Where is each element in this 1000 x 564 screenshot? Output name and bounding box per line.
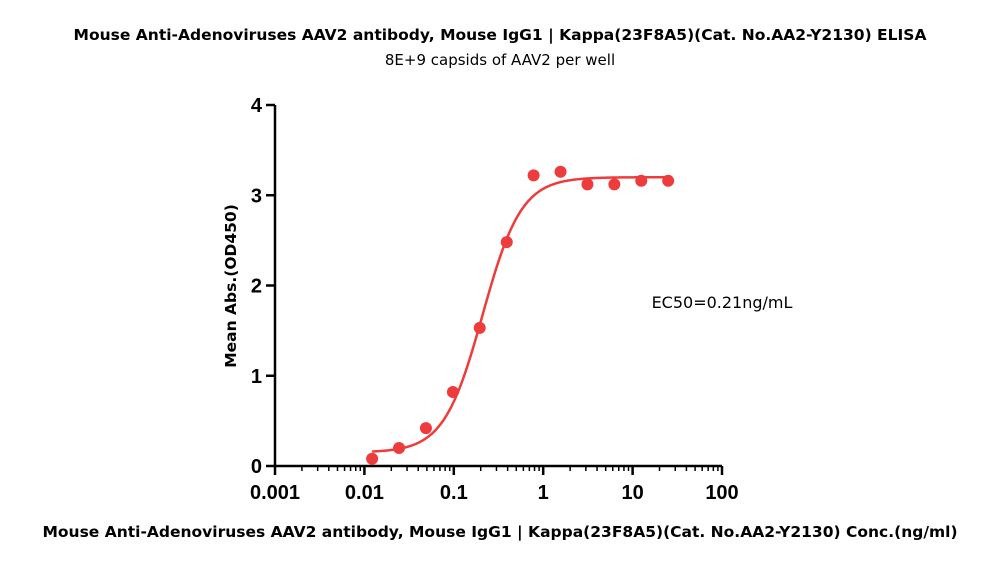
y-tick-label: 0 bbox=[251, 456, 262, 478]
ec50-annotation: EC50=0.21ng/mL bbox=[652, 293, 793, 312]
data-point bbox=[527, 169, 540, 182]
x-tick-label: 10 bbox=[621, 482, 643, 504]
data-point bbox=[635, 174, 648, 187]
data-point bbox=[581, 178, 594, 191]
y-tick-label: 4 bbox=[251, 95, 263, 117]
x-tick-label: 0.001 bbox=[250, 482, 300, 504]
chart-subtitle: 8E+9 capsids of AAV2 per well bbox=[385, 51, 615, 69]
y-tick-label: 1 bbox=[251, 366, 262, 388]
y-tick-label: 2 bbox=[251, 276, 262, 298]
ticks: 0 1 2 3 4 0.001 0.01 0.1 1 10 100 bbox=[250, 95, 739, 504]
data-point bbox=[554, 165, 567, 178]
x-axis-label: Mouse Anti-Adenoviruses AAV2 antibody, M… bbox=[42, 523, 957, 542]
data-points bbox=[366, 165, 675, 465]
data-point bbox=[419, 422, 432, 435]
fit-curve-group bbox=[372, 175, 669, 453]
data-point bbox=[366, 452, 379, 465]
data-point bbox=[446, 385, 459, 398]
y-tick-label: 3 bbox=[251, 185, 262, 207]
data-point bbox=[608, 178, 621, 191]
x-tick-label: 100 bbox=[705, 482, 738, 504]
data-point bbox=[473, 321, 486, 334]
x-tick-label: 0.01 bbox=[345, 482, 384, 504]
x-tick-label: 1 bbox=[538, 482, 549, 504]
axes bbox=[273, 105, 722, 468]
data-point bbox=[393, 441, 406, 454]
fit-curve bbox=[372, 175, 669, 453]
y-axis-label: Mean Abs.(OD450) bbox=[222, 204, 240, 368]
chart-title: Mouse Anti-Adenoviruses AAV2 antibody, M… bbox=[74, 26, 927, 45]
x-tick-label: 0.1 bbox=[440, 482, 468, 504]
data-point bbox=[500, 236, 513, 249]
data-point bbox=[662, 174, 675, 187]
